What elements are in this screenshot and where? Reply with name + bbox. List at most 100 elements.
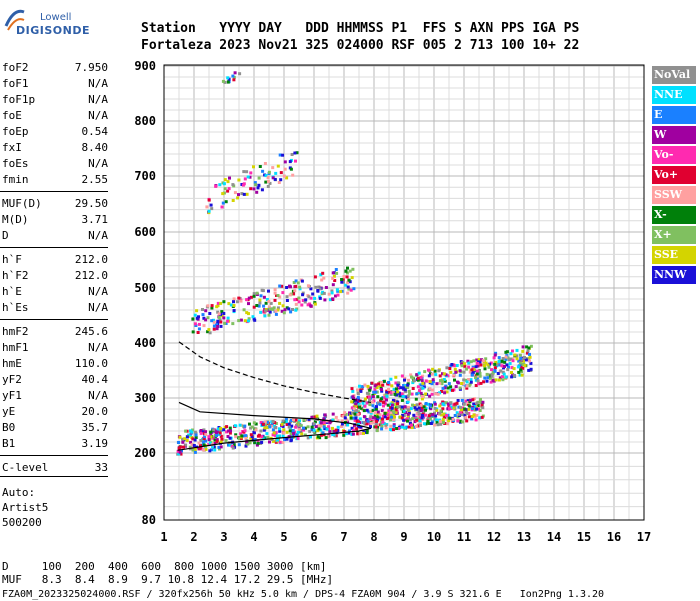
echo-point	[389, 424, 393, 428]
echo-point	[523, 364, 527, 367]
echo-point	[271, 439, 275, 443]
echo-point	[529, 367, 533, 371]
echo-point	[293, 151, 297, 155]
echo-point	[380, 388, 383, 391]
echo-point	[405, 425, 409, 429]
echo-point	[494, 378, 498, 382]
echo-point	[439, 422, 443, 426]
echo-point	[199, 439, 203, 442]
echo-point	[380, 427, 384, 431]
echo-point	[354, 402, 358, 406]
echo-point	[500, 359, 504, 363]
echo-point	[340, 280, 344, 284]
echo-point	[345, 275, 349, 279]
echo-point	[349, 288, 353, 292]
echo-point	[528, 355, 532, 359]
echo-point	[410, 426, 414, 430]
echo-point	[418, 419, 422, 423]
echo-point	[446, 422, 450, 426]
echo-point	[231, 74, 235, 78]
echo-point	[203, 435, 207, 439]
echo-point	[196, 331, 200, 334]
echo-point	[427, 414, 431, 418]
echo-point	[194, 324, 198, 327]
echo-point	[293, 298, 297, 302]
y-tick-label: 600	[134, 225, 156, 239]
echo-point	[259, 310, 263, 314]
echo-point	[216, 430, 220, 433]
echo-point	[285, 430, 289, 434]
echo-point	[470, 415, 474, 418]
echo-point	[321, 290, 325, 294]
echo-point	[222, 428, 226, 432]
echo-point	[307, 417, 311, 421]
echo-point	[383, 396, 387, 400]
echo-point	[227, 187, 231, 191]
echo-point	[451, 417, 455, 421]
echo-point	[407, 378, 410, 382]
echo-point	[358, 405, 361, 409]
echo-point	[317, 424, 321, 428]
echo-point	[484, 357, 488, 361]
echo-point	[202, 430, 205, 434]
param-value: 0.54	[81, 125, 109, 138]
echo-point	[236, 196, 240, 200]
echo-point	[280, 284, 284, 288]
echo-point	[479, 363, 483, 367]
echo-point	[208, 331, 212, 335]
echo-point	[362, 415, 366, 419]
echo-point	[381, 396, 385, 399]
echo-point	[505, 363, 509, 367]
echo-point	[179, 452, 183, 456]
echo-point	[304, 298, 308, 302]
echo-point	[291, 308, 294, 311]
echo-point	[341, 414, 345, 418]
echo-point	[178, 445, 182, 449]
echo-point	[416, 385, 420, 389]
echo-point	[428, 417, 432, 421]
echo-point	[478, 409, 482, 412]
echo-point	[351, 389, 355, 393]
echo-point	[232, 78, 236, 82]
param-row: B0 35.7	[2, 420, 108, 436]
echo-point	[231, 446, 235, 450]
echo-point	[178, 450, 182, 454]
echo-point	[259, 421, 263, 424]
echo-point	[288, 160, 292, 164]
echo-point	[252, 305, 256, 309]
echo-point	[202, 443, 206, 447]
echo-point	[247, 312, 250, 316]
param-key: C-level	[2, 461, 49, 474]
echo-point	[429, 372, 432, 376]
echo-point	[323, 413, 327, 417]
echo-point	[371, 408, 375, 412]
echo-point	[475, 358, 479, 362]
echo-point	[249, 171, 253, 175]
echo-point	[273, 288, 277, 292]
echo-point	[411, 417, 415, 420]
echo-point	[441, 372, 444, 376]
echo-point	[509, 357, 513, 361]
echo-point	[260, 188, 264, 192]
echo-point	[463, 413, 467, 417]
echo-point	[396, 390, 400, 394]
echo-point	[480, 358, 484, 362]
echo-point	[378, 413, 382, 417]
echo-point	[381, 383, 385, 387]
echo-point	[217, 315, 221, 319]
echo-point	[276, 294, 280, 297]
echo-point	[352, 397, 355, 400]
echo-point	[223, 187, 227, 191]
echo-point	[267, 305, 271, 309]
echo-point	[233, 191, 237, 195]
echo-point	[222, 182, 226, 186]
echo-point	[219, 426, 223, 430]
echo-point	[441, 400, 445, 404]
echo-point	[449, 401, 453, 405]
param-value: 20.0	[81, 405, 109, 418]
param-row: hmF2 245.6	[2, 324, 108, 340]
echo-point	[244, 436, 248, 440]
echo-point	[199, 444, 202, 448]
echo-point	[487, 365, 491, 369]
echo-point	[297, 428, 301, 432]
